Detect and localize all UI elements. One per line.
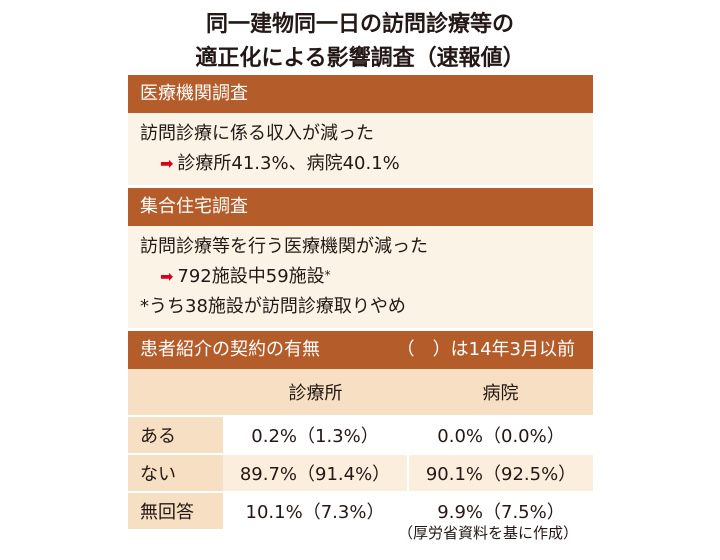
cell-clinic: 0.2%（1.3%） <box>223 415 409 454</box>
survey-panel: 医療機関調査 訪問診療に係る収入が減った ➡ 診療所41.3%、病院40.1% 集… <box>128 75 593 529</box>
section-header-medical-institutions: 医療機関調査 <box>128 75 593 113</box>
cell-clinic: 10.1%（7.3%） <box>223 491 409 529</box>
table-header-row: 診療所 病院 <box>128 369 593 416</box>
column-header-clinic: 診療所 <box>223 369 408 416</box>
column-header-blank <box>128 369 223 416</box>
section-header-note: （ ）は14年3月以前 <box>396 339 575 360</box>
column-header-hospital: 病院 <box>408 369 593 416</box>
section-header-title: 患者紹介の契約の有無 <box>140 339 320 360</box>
finding-income-decreased: 訪問診療に係る収入が減った <box>140 123 374 144</box>
section-header-referral-contract: 患者紹介の契約の有無 （ ）は14年3月以前 <box>128 331 593 369</box>
finding-institutions-decreased: 訪問診療等を行う医療機関が減った <box>140 236 428 257</box>
right-arrow-icon: ➡ <box>160 267 174 286</box>
footnote-mark: * <box>324 268 331 282</box>
section-header-housing: 集合住宅調査 <box>128 188 593 226</box>
footnote-text: *うち38施設が訪問診療取りやめ <box>140 296 406 317</box>
table-row: ある 0.2%（1.3%） 0.0%（0.0%） <box>128 415 593 454</box>
title-line-1: 同一建物同一日の訪問診療等の <box>205 12 514 37</box>
cell-hospital: 0.0%（0.0%） <box>408 415 593 454</box>
referral-contract-table: 診療所 病院 ある 0.2%（1.3%） 0.0%（0.0%） ない 89.7%… <box>128 369 593 529</box>
section-body-medical-institutions: 訪問診療に係る収入が減った ➡ 診療所41.3%、病院40.1% <box>128 113 593 185</box>
result-text: 診療所41.3%、病院40.1% <box>177 153 400 174</box>
result-text: 792施設中59施設 <box>177 266 325 287</box>
source-note: （厚労省資料を基に作成） <box>397 524 578 542</box>
cell-hospital: 9.9%（7.5%） <box>408 491 593 529</box>
table-row: ない 89.7%（91.4%） 90.1%（92.5%） <box>128 453 593 492</box>
section-body-housing: 訪問診療等を行う医療機関が減った ➡ 792施設中59施設* *うち38施設が訪問… <box>128 226 593 328</box>
table-row: 無回答 10.1%（7.3%） 9.9%（7.5%） <box>128 491 593 529</box>
cell-clinic: 89.7%（91.4%） <box>223 453 409 492</box>
page-title: 同一建物同一日の訪問診療等の 適正化による影響調査（速報値） <box>0 8 720 76</box>
finding-result: ➡ 診療所41.3%、病院40.1% <box>140 149 583 179</box>
title-line-2: 適正化による影響調査（速報値） <box>195 46 525 71</box>
row-label: ある <box>128 415 223 454</box>
cell-hospital: 90.1%（92.5%） <box>408 453 593 492</box>
finding-result: ➡ 792施設中59施設* <box>140 262 583 292</box>
right-arrow-icon: ➡ <box>160 154 174 173</box>
row-label: ない <box>128 453 223 492</box>
row-label: 無回答 <box>128 491 223 529</box>
